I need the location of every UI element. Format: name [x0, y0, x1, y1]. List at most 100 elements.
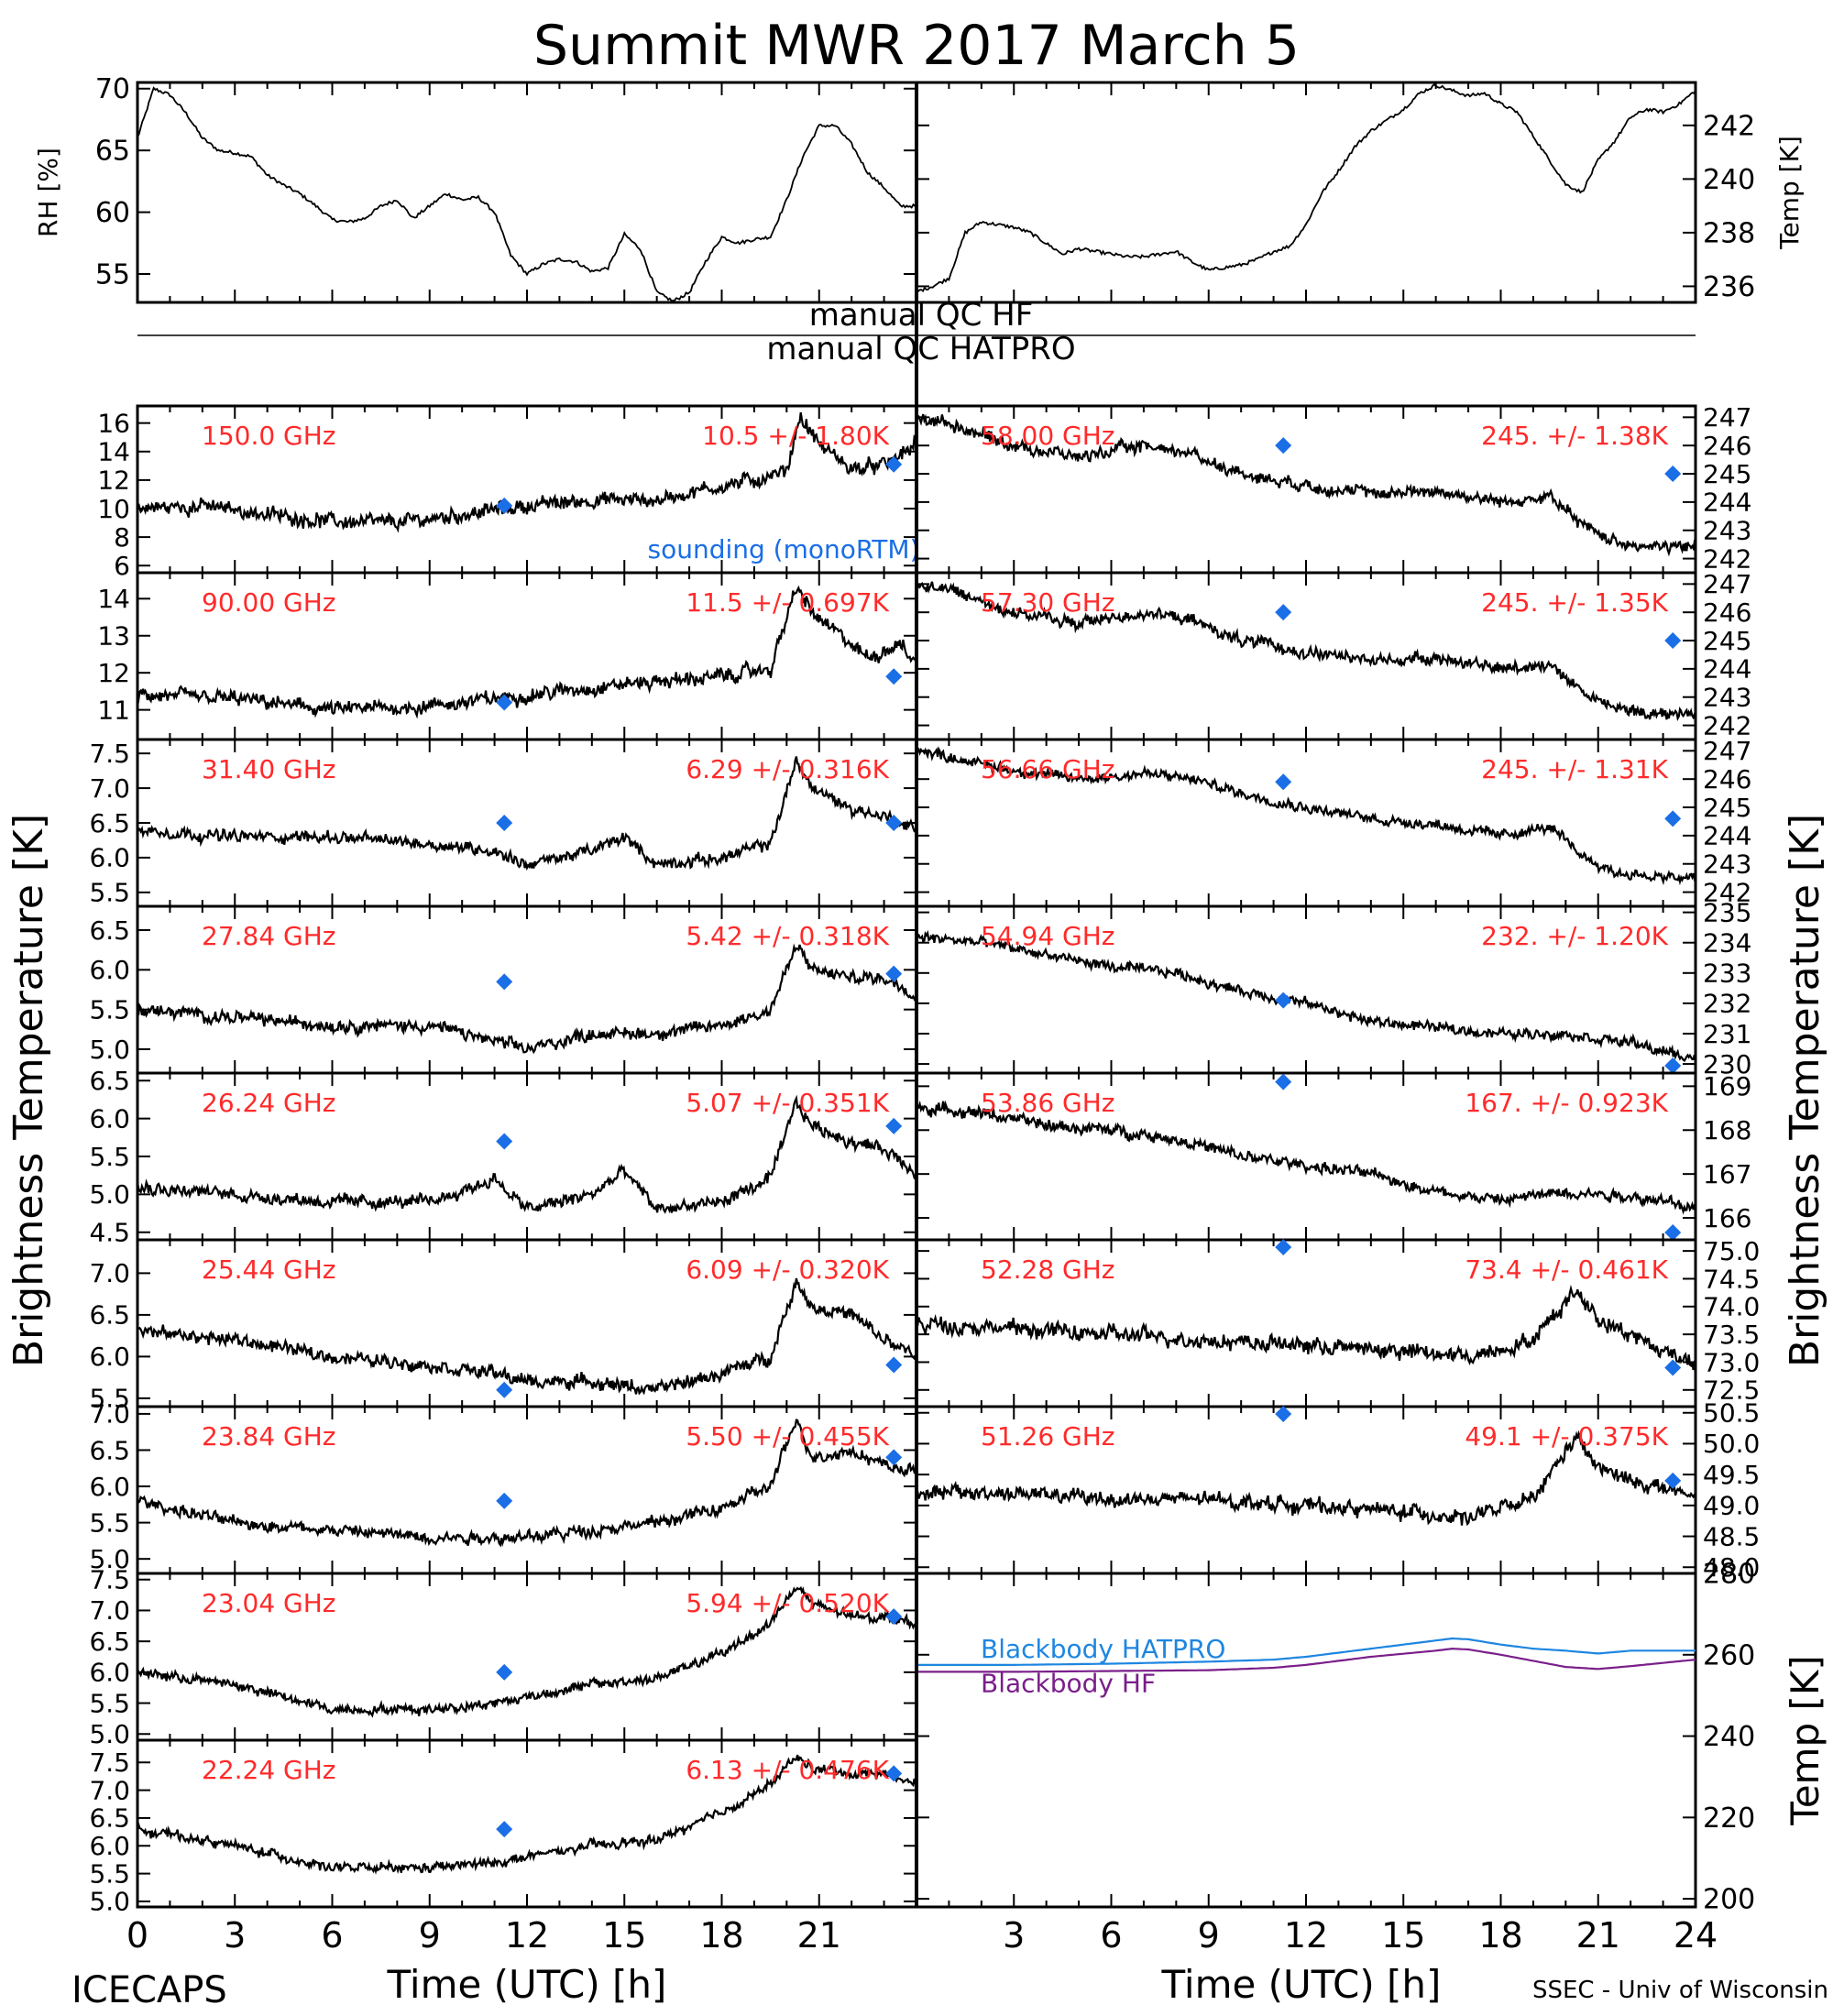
sounding-marker [496, 694, 513, 711]
y-tick-label: 6.5 [89, 1627, 130, 1657]
left-y-axis-label: Brightness Temperature [K] [5, 814, 52, 1367]
brightness-trace-ch2624 [136, 1094, 917, 1214]
y-tick-label: 11 [97, 695, 130, 725]
frequency-label: 53.86 GHz [981, 1088, 1115, 1118]
brightness-trace-ch5386 [915, 1100, 1696, 1215]
y-tick-label: 231 [1703, 1019, 1751, 1049]
panel-blackbody: 200 220 240 260 280 Blackbody HATPRO Blackbody… [915, 1559, 1828, 1916]
panel-frame [915, 81, 1697, 304]
x-tick-label: 15 [602, 1915, 646, 1956]
brightness-trace-ch5826 [916, 413, 1697, 557]
y-tick-label: 10 [97, 494, 130, 524]
stats-label: 5.94 +/- 0.520K [686, 1588, 889, 1618]
y-tick-label: 242 [1703, 110, 1755, 142]
stats-label: 245. +/- 1.31K [1481, 754, 1668, 784]
stats-label: 245. +/- 1.35K [1481, 587, 1668, 618]
y-tick-label: 7.0 [89, 1775, 130, 1805]
sounding-marker [1275, 773, 1292, 791]
x-tick-label: 21 [1576, 1915, 1620, 1956]
y-tick-label: 73.0 [1703, 1347, 1760, 1377]
y-tick-label: 200 [1703, 1884, 1755, 1916]
y-tick-label: 13 [97, 621, 130, 652]
y-tick-label: 5.0 [89, 1887, 130, 1917]
y-tick-label: 50.5 [1703, 1398, 1760, 1429]
rh-axis-label: RH [%] [33, 148, 63, 237]
y-tick-label: 5.0 [89, 1179, 130, 1210]
y-tick-label: 60 [95, 197, 130, 229]
y-tick-label: 235 [1703, 897, 1751, 927]
y-tick-label: 49.5 [1703, 1460, 1760, 1490]
y-tick-label: 5.5 [89, 1688, 130, 1718]
y-tick-label: 246 [1703, 597, 1751, 628]
y-tick-label: 7.0 [89, 773, 130, 804]
y-tick-label: 6.5 [89, 1300, 130, 1331]
y-tick-label: 48.5 [1703, 1521, 1760, 1551]
y-tick-label: 243 [1703, 516, 1751, 546]
brightness-trace-ch150 [136, 411, 918, 533]
x-tick-label: 9 [1198, 1915, 1220, 1956]
panel-rh: 55 60 65 70 RH [%] [33, 73, 918, 304]
y-tick-label: 5.0 [89, 1719, 130, 1749]
y-tick-label: 245 [1703, 626, 1751, 656]
y-tick-label: 8 [114, 522, 130, 553]
y-tick-label: 230 [1703, 1049, 1751, 1079]
sounding-marker [1275, 1239, 1292, 1255]
qc-hatpro-label: manual QC HATPRO [766, 331, 1075, 367]
sounding-marker [1275, 604, 1292, 621]
frequency-label: 51.26 GHz [981, 1421, 1115, 1452]
y-tick-label: 247 [1703, 402, 1751, 433]
frequency-label: 150.0 GHz [202, 421, 336, 451]
sounding-marker [1664, 1472, 1682, 1489]
y-tick-label: 48.0 [1703, 1552, 1760, 1583]
y-tick-label: 7.5 [89, 1565, 130, 1595]
stats-label: 49.1 +/- 0.375K [1465, 1421, 1668, 1452]
y-tick-label: 247 [1703, 736, 1751, 766]
y-tick-label: 12 [97, 466, 130, 496]
sounding-marker [1275, 1073, 1292, 1090]
panel-ch2544: 5.5 6.0 6.5 7.0 25.44 GHz 6.09 +/- 0.320K [89, 1238, 918, 1414]
frequency-label: 90.00 GHz [202, 587, 336, 618]
y-tick-label: 7.5 [89, 1748, 130, 1778]
sounding-marker [496, 1381, 513, 1398]
brightness-trace-ch5730 [915, 581, 1697, 721]
stats-label: 10.5 +/- 1.80K [702, 421, 889, 451]
y-tick-label: 242 [1703, 543, 1751, 574]
y-tick-label: 7.0 [89, 1258, 130, 1288]
y-tick-label: 246 [1703, 764, 1751, 794]
stats-label: 6.13 +/- 0.476K [686, 1755, 889, 1785]
y-tick-label: 14 [97, 437, 130, 467]
y-tick-label: 240 [1703, 1721, 1755, 1753]
blackbody-axis-label: Temp [K] [1783, 1655, 1828, 1826]
y-tick-label: 5.0 [89, 1544, 130, 1574]
panel-ch2624: 4.5 5.0 5.5 6.0 6.5 26.24 GHz 5.07 +/- 0.351K [89, 1066, 918, 1248]
y-tick-label: 75.0 [1703, 1236, 1760, 1266]
frequency-label: 56.66 GHz [981, 754, 1115, 784]
frequency-label: 22.24 GHz [202, 1755, 336, 1785]
stats-label: 73.4 +/- 0.461K [1465, 1255, 1668, 1285]
y-tick-label: 6.5 [89, 1066, 130, 1096]
y-tick-label: 6.0 [89, 955, 130, 985]
sounding-marker [1664, 1224, 1682, 1241]
panel-ch3140: 5.5 6.0 6.5 7.0 7.5 31.40 GHz 6.29 +/- 0.316K [89, 738, 918, 908]
panel-ch2304: 5.05.56.06.57.07.5 23.04 GHz 5.94 +/- 0.52… [89, 1565, 918, 1749]
frequency-label: 23.04 GHz [202, 1588, 336, 1618]
y-tick-label: 242 [1703, 710, 1751, 740]
y-tick-label: 6.0 [89, 1103, 130, 1134]
y-tick-label: 49.0 [1703, 1491, 1760, 1521]
x-tick-label: 0 [126, 1915, 148, 1956]
sounding-marker [1275, 1406, 1292, 1422]
sounding-marker [885, 1765, 903, 1782]
x-tick-label: 3 [1003, 1915, 1025, 1956]
y-tick-label: 14 [97, 584, 130, 614]
temp-axis-label: Temp [K] [1774, 136, 1805, 250]
y-tick-label: 6.5 [89, 808, 130, 838]
frequency-label: 23.84 GHz [202, 1421, 336, 1452]
y-tick-label: 5.5 [89, 1384, 130, 1414]
y-tick-label: 167 [1703, 1159, 1751, 1189]
y-tick-label: 5.5 [89, 878, 130, 908]
panel-ch2224: 5.05.56.06.57.07.5 22.24 GHz 6.13 +/- 0.47… [89, 1738, 918, 1917]
temp-trace [916, 83, 1696, 292]
